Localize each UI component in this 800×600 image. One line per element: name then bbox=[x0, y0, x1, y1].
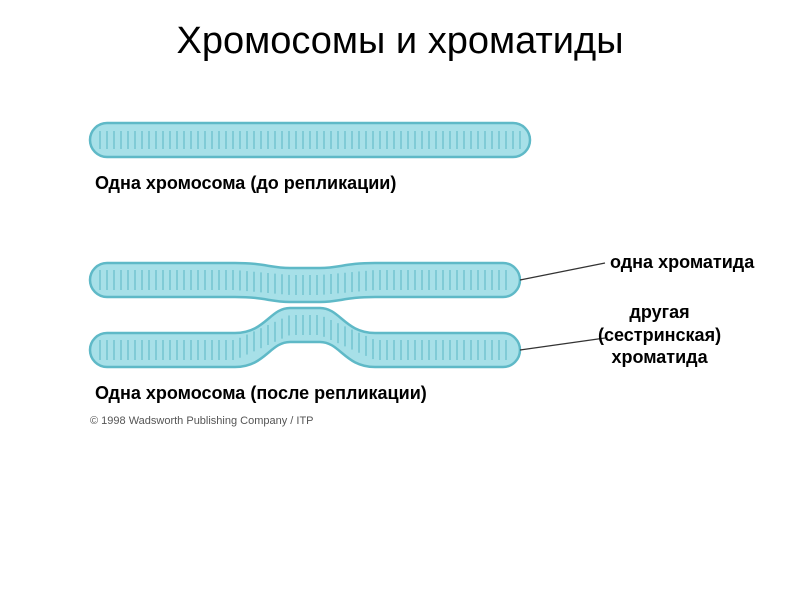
sister-line-3: хроматида bbox=[611, 347, 707, 367]
sister-line-2: (сестринская) bbox=[598, 325, 721, 345]
label-sister-chromatid: другая (сестринская) хроматида bbox=[598, 301, 721, 369]
chromatid-top bbox=[90, 263, 520, 302]
label-one-chromatid: одна хроматида bbox=[610, 251, 754, 274]
leader-one-chromatid bbox=[520, 263, 605, 280]
label-after-replication: Одна хромосома (после репликации) bbox=[95, 383, 427, 404]
chromosome-after bbox=[90, 263, 520, 367]
label-before-replication: Одна хромосома (до репликации) bbox=[95, 173, 396, 194]
copyright-text: © 1998 Wadsworth Publishing Company / IT… bbox=[90, 415, 314, 427]
chromatid-bottom bbox=[90, 308, 520, 367]
diagram: Одна хромосома (до репликации) Одна хром… bbox=[0, 73, 800, 553]
sister-line-1: другая bbox=[629, 302, 689, 322]
page-title: Хромосомы и хроматиды bbox=[0, 0, 800, 73]
leader-sister-chromatid bbox=[520, 338, 605, 350]
chromosome-before bbox=[90, 123, 530, 157]
